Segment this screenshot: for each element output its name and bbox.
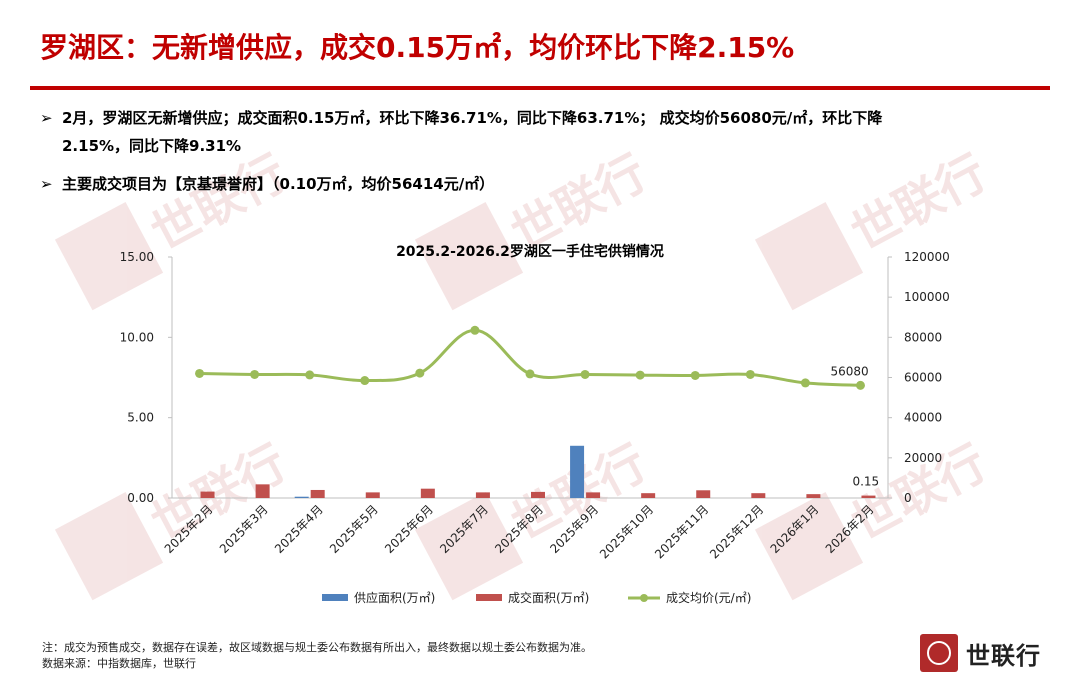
price-point	[195, 368, 205, 378]
deal-bar	[751, 493, 766, 498]
bullet-main-project-text: 主要成交项目为【京基璟誉府】（0.10万㎡，均价56414元/㎡）	[62, 175, 495, 193]
bullet-summary-line2: 2.15%，同比下降9.31%	[62, 137, 242, 155]
company-logo: 世联行	[920, 631, 1041, 675]
bullet-summary: ➢ 2月，罗湖区无新增供应；成交面积0.15万㎡，环比下降36.71%，同比下降6…	[40, 104, 1040, 160]
deal-bar	[310, 489, 325, 498]
y-right-tick-label: 60000	[904, 371, 942, 385]
chart-title: 2025.2-2026.2罗湖区一手住宅供销情况	[396, 243, 664, 260]
slide-title: 罗湖区：无新增供应，成交0.15万㎡，均价环比下降2.15%	[40, 31, 795, 64]
y-left-tick-label: 15.00	[120, 250, 154, 264]
deal-data-label: 0.15	[852, 475, 879, 489]
bullet-arrow-icon: ➢	[40, 175, 53, 193]
bullet-main-project: ➢ 主要成交项目为【京基璟誉府】（0.10万㎡，均价56414元/㎡）	[40, 170, 494, 198]
price-point	[580, 369, 590, 379]
price-point	[690, 370, 700, 380]
deal-bar	[475, 492, 490, 498]
footnote-note: 注：成交为预售成交，数据存在误差，故区域数据与规土委公布数据有所出入，最终数据以…	[42, 641, 592, 654]
deal-bar	[420, 488, 435, 498]
deal-bar	[531, 491, 545, 498]
supply-sales-chart: 2025.2-2026.2罗湖区一手住宅供销情况 0.00 5.00 10.00 15.…	[120, 243, 950, 605]
x-tick-label: 2025年12月	[707, 502, 766, 561]
deal-bar	[255, 484, 270, 498]
deal-bar	[365, 492, 380, 498]
x-tick-label: 2025年10月	[597, 502, 656, 561]
deal-bar	[641, 493, 656, 498]
price-point	[250, 369, 260, 379]
supply-bar	[570, 445, 585, 498]
x-tick-label: 2025年5月	[327, 502, 381, 556]
bullet-summary-line1: 2月，罗湖区无新增供应；成交面积0.15万㎡，环比下降36.71%，同比下降63…	[62, 109, 883, 127]
y-left-tick-label: 5.00	[127, 411, 154, 425]
supply-bar	[294, 496, 309, 498]
x-tick-label: 2025年9月	[547, 502, 601, 556]
deal-bar	[806, 494, 821, 498]
price-point	[525, 369, 535, 379]
price-point	[635, 370, 645, 380]
legend-supply-swatch	[322, 594, 348, 601]
x-tick-label: 2025年2月	[162, 502, 216, 556]
deal-bar	[696, 490, 711, 498]
price-point	[800, 378, 810, 388]
logo-icon	[920, 634, 958, 672]
x-tick-label: 2025年6月	[382, 502, 436, 556]
deal-bar	[586, 492, 601, 498]
legend-deal-label: 成交面积(万㎡)	[508, 590, 589, 605]
x-tick-label: 2025年11月	[652, 502, 711, 561]
x-tick-label: 2026年2月	[823, 502, 877, 556]
y-right-tick-label: 100000	[904, 290, 950, 304]
price-point	[470, 325, 480, 335]
y-right-tick-label: 0	[904, 491, 912, 505]
deal-bar	[861, 495, 876, 498]
price-point	[745, 369, 755, 379]
price-point	[415, 368, 425, 378]
title-divider	[30, 86, 1050, 90]
x-tick-label: 2025年8月	[492, 502, 546, 556]
price-point	[360, 376, 370, 386]
x-tick-label: 2025年7月	[437, 502, 491, 556]
price-point	[855, 380, 865, 390]
y-right-tick-label: 20000	[904, 451, 942, 465]
y-left-tick-label: 0.00	[127, 491, 154, 505]
footnote-source: 数据来源：中指数据库，世联行	[42, 657, 196, 670]
y-right-tick-label: 40000	[904, 411, 942, 425]
price-point	[305, 370, 315, 380]
y-right-tick-label: 120000	[904, 250, 950, 264]
bullet-arrow-icon: ➢	[40, 109, 53, 127]
footnotes: 注：成交为预售成交，数据存在误差，故区域数据与规土委公布数据有所出入，最终数据以…	[42, 640, 592, 672]
x-tick-label: 2025年3月	[217, 502, 271, 556]
x-tick-label: 2026年1月	[768, 502, 822, 556]
logo-text: 世联行	[966, 641, 1041, 670]
y-right-tick-label: 80000	[904, 330, 942, 344]
legend-deal-swatch	[476, 594, 502, 601]
x-tick-label: 2025年4月	[272, 502, 326, 556]
legend-price-label: 成交均价(元/㎡)	[666, 590, 751, 605]
legend-supply-label: 供应面积(万㎡)	[354, 590, 435, 605]
y-left-tick-label: 10.00	[120, 330, 154, 344]
deal-bar	[200, 491, 215, 498]
legend-price-marker	[640, 594, 648, 602]
price-data-label: 56080	[830, 364, 868, 378]
